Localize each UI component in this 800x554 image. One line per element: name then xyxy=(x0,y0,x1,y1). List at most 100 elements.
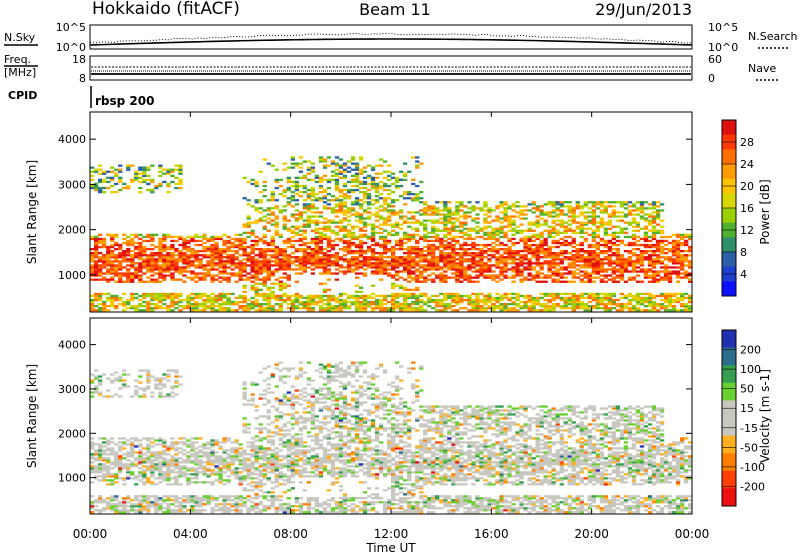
power-cell xyxy=(579,227,584,230)
power-cell xyxy=(439,256,444,259)
power-cell xyxy=(126,239,131,243)
velocity-cell xyxy=(110,395,115,398)
power-cell xyxy=(623,305,629,308)
power-cell xyxy=(459,215,464,218)
power-cell xyxy=(94,254,99,257)
power-cell xyxy=(391,172,396,175)
power-cell xyxy=(278,262,283,265)
power-cell xyxy=(459,296,464,300)
power-cell xyxy=(166,254,171,257)
power-cell xyxy=(531,207,536,210)
power-cell xyxy=(242,239,247,243)
power-cell xyxy=(415,193,420,196)
power-cell xyxy=(411,276,416,279)
power-cell xyxy=(142,252,147,255)
power-cell xyxy=(290,245,295,249)
power-cell xyxy=(354,252,360,255)
power-cell xyxy=(162,248,167,251)
power-cell xyxy=(298,237,303,241)
power-cell xyxy=(631,296,637,300)
power-cell xyxy=(603,268,608,271)
power-cell xyxy=(162,274,167,277)
power-cell xyxy=(603,256,608,259)
power-cell xyxy=(647,203,653,206)
power-cell xyxy=(226,250,231,253)
velocity-cell xyxy=(118,465,123,468)
power-cell xyxy=(130,294,135,298)
power-cell xyxy=(431,221,436,224)
power-cell xyxy=(475,217,480,220)
power-cell xyxy=(302,266,307,269)
power-cell xyxy=(611,243,616,247)
power-cell xyxy=(110,256,115,259)
power-cell xyxy=(338,207,344,210)
power-cell xyxy=(479,252,484,255)
power-cell xyxy=(688,237,693,241)
power-cell xyxy=(182,280,187,283)
power-cell xyxy=(419,201,424,204)
power-cell xyxy=(202,264,207,267)
power-cell xyxy=(571,260,576,263)
power-cell xyxy=(383,203,388,206)
power-cell xyxy=(655,294,661,298)
power-cell xyxy=(403,292,408,296)
power-cell xyxy=(655,213,661,216)
power-cell xyxy=(635,235,641,239)
power-cell xyxy=(258,294,263,298)
power-cell xyxy=(338,303,344,306)
power-cell xyxy=(314,180,319,184)
power-cell xyxy=(162,172,167,175)
power-cell xyxy=(615,248,620,251)
velocity-cell xyxy=(122,505,127,508)
power-cell xyxy=(551,272,556,275)
power-cell xyxy=(447,207,452,210)
power-cell xyxy=(635,254,641,257)
power-cell xyxy=(366,258,372,261)
power-cell xyxy=(346,264,352,267)
velocity-cell xyxy=(130,477,135,480)
power-cell xyxy=(278,178,283,181)
power-cell xyxy=(423,254,428,257)
power-cell xyxy=(411,197,416,200)
power-cell xyxy=(226,300,231,304)
power-cell xyxy=(623,294,629,298)
power-cell xyxy=(98,258,103,261)
power-cell xyxy=(350,300,356,304)
power-cell xyxy=(439,268,444,271)
power-cell xyxy=(326,294,332,298)
power-cell xyxy=(539,268,544,271)
power-cell xyxy=(370,256,376,259)
power-cell xyxy=(495,266,500,269)
power-cell xyxy=(599,201,604,204)
power-cell xyxy=(278,288,283,291)
power-cell xyxy=(318,248,324,251)
power-cell xyxy=(146,239,151,243)
power-cell xyxy=(242,296,247,300)
power-cell xyxy=(138,241,143,245)
power-cell xyxy=(266,162,271,165)
power-cell xyxy=(379,270,384,273)
power-cell xyxy=(374,252,380,255)
power-cell xyxy=(270,264,275,267)
power-cell xyxy=(411,182,416,186)
power-cell xyxy=(154,264,159,267)
power-cell xyxy=(122,280,127,283)
power-cell xyxy=(567,209,572,212)
power-cell xyxy=(539,296,544,300)
power-cell xyxy=(427,300,432,304)
power-cell xyxy=(435,268,440,271)
power-cell xyxy=(551,292,556,296)
power-cell xyxy=(126,280,131,283)
power-cell xyxy=(551,239,556,243)
power-cell xyxy=(515,274,520,277)
velocity-cell xyxy=(106,507,111,510)
power-cell xyxy=(362,241,368,245)
power-cell xyxy=(114,298,119,302)
velocity-cell xyxy=(142,453,147,456)
power-cell xyxy=(330,162,336,165)
power-cell xyxy=(342,239,348,243)
power-cell xyxy=(423,266,428,269)
power-cell xyxy=(583,264,588,267)
power-cell xyxy=(242,237,247,241)
power-cell xyxy=(350,184,356,188)
